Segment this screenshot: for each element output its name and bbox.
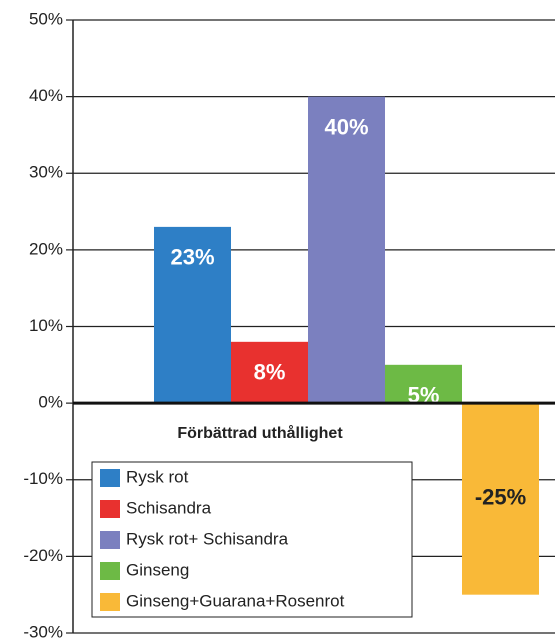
y-tick-label: 40% — [29, 86, 63, 105]
y-tick-label: -20% — [23, 546, 63, 565]
value-label: -25% — [475, 485, 526, 510]
legend-label: Rysk rot+ Schisandra — [126, 529, 289, 548]
legend-label: Ginseng+Guarana+Rosenrot — [126, 591, 345, 610]
legend-label: Ginseng — [126, 560, 189, 579]
legend-swatch — [100, 593, 120, 611]
x-category-label: Förbättrad uthållighet — [177, 424, 343, 442]
y-tick-label: 20% — [29, 239, 63, 258]
legend-swatch — [100, 531, 120, 549]
bar — [231, 341, 308, 404]
legend-swatch — [100, 500, 120, 518]
bar — [385, 364, 462, 404]
y-tick-label: 0% — [38, 393, 63, 412]
y-tick-label: 50% — [29, 9, 63, 28]
legend-label: Rysk rot — [126, 467, 189, 486]
legend-label: Schisandra — [126, 498, 212, 517]
bar — [308, 96, 385, 404]
bar — [462, 403, 539, 595]
value-label: 40% — [324, 114, 368, 139]
legend-swatch — [100, 469, 120, 487]
legend-box — [91, 461, 413, 618]
value-label: 23% — [170, 245, 214, 270]
bar — [154, 226, 231, 404]
y-tick-label: 30% — [29, 163, 63, 182]
value-label: 8% — [254, 360, 286, 385]
legend-swatch — [100, 562, 120, 580]
y-tick-label: -10% — [23, 469, 63, 488]
y-tick-label: -30% — [23, 622, 63, 640]
y-tick-label: 10% — [29, 316, 63, 335]
